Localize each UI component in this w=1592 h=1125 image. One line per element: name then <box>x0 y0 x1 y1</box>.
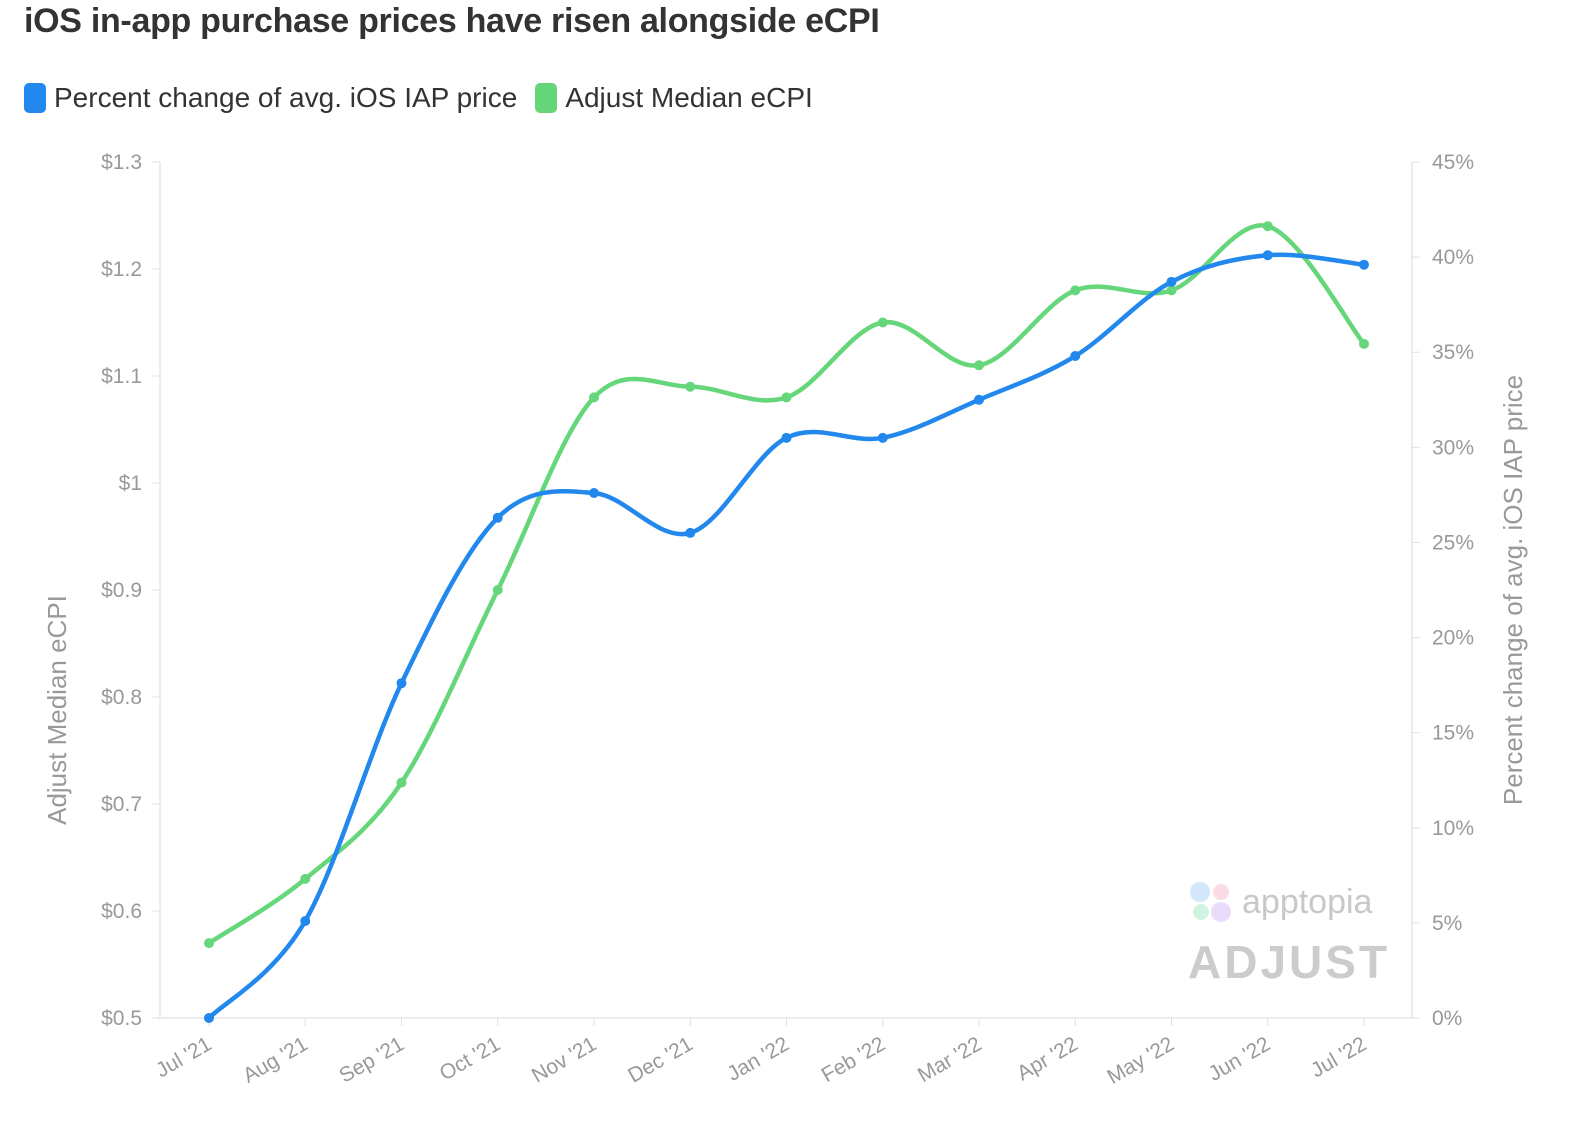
ecpi-point <box>492 585 503 595</box>
x-tick-label: Mar '22 <box>914 1032 986 1087</box>
iap-price-point <box>974 394 984 405</box>
legend-swatch <box>535 83 558 113</box>
legend-label: Percent change of avg. iOS IAP price <box>54 82 518 113</box>
x-tick-label: Feb '22 <box>818 1032 890 1087</box>
right-tick-label: 0% <box>1432 1007 1462 1030</box>
ecpi-point <box>685 381 696 392</box>
iap-price-point <box>1359 259 1369 270</box>
legend-swatch <box>24 83 46 113</box>
ecpi-point <box>1166 285 1177 296</box>
chart-title: iOS in-app purchase prices have risen al… <box>24 2 880 40</box>
x-tick-label: Jan '22 <box>723 1032 793 1085</box>
apptopia-logo: apptopia <box>1242 883 1373 921</box>
left-tick-label: $1.3 <box>101 151 142 174</box>
apptopia-logo-petal <box>1211 902 1231 922</box>
ecpi-point <box>1070 285 1081 296</box>
legend-item-iap-price[interactable]: Percent change of avg. iOS IAP price <box>24 82 517 114</box>
apptopia-logo-icon <box>1190 882 1210 902</box>
watermark: apptopia ADJUST <box>1188 882 1390 988</box>
iap-price-point <box>396 678 407 689</box>
iap-price-point <box>300 915 311 926</box>
right-tick-label: 30% <box>1432 436 1474 459</box>
ecpi-point <box>1359 338 1369 349</box>
ecpi-point <box>396 777 407 788</box>
iap-price-point <box>1262 250 1273 261</box>
apptopia-logo-petal <box>1213 884 1229 900</box>
ecpi-point <box>1262 221 1273 232</box>
left-tick-label: $0.5 <box>101 1007 142 1030</box>
right-tick-label: 5% <box>1432 912 1462 935</box>
left-tick-label: $0.9 <box>101 579 142 602</box>
right-tick-label: 35% <box>1432 341 1474 364</box>
legend: Percent change of avg. iOS IAP price Adj… <box>24 82 831 114</box>
adjust-logo: ADJUST <box>1188 936 1390 988</box>
x-tick-label: Sep '21 <box>335 1032 408 1087</box>
right-tick-label: 20% <box>1432 627 1474 650</box>
x-tick-label: Aug '21 <box>239 1032 312 1087</box>
apptopia-logo-petal <box>1193 904 1209 920</box>
right-axis-title: Percent change of avg. iOS IAP price <box>1498 375 1528 805</box>
x-tick-label: Jun '22 <box>1205 1032 1275 1085</box>
iap-price-point <box>589 487 599 498</box>
iap-price-point <box>1166 276 1177 287</box>
iap-price-point <box>492 512 503 523</box>
ecpi-point <box>974 360 984 371</box>
right-tick-label: 15% <box>1432 722 1474 745</box>
iap-price-point <box>204 1013 214 1023</box>
ecpi-point <box>781 392 792 403</box>
left-tick-label: $1.1 <box>101 365 142 388</box>
x-tick-label: Nov '21 <box>528 1032 601 1087</box>
right-tick-label: 10% <box>1432 817 1474 840</box>
right-tick-label: 25% <box>1432 531 1474 554</box>
ecpi-line <box>206 223 1367 946</box>
iap-price-line <box>206 252 1367 1021</box>
left-tick-label: $0.6 <box>101 900 142 923</box>
ecpi-point <box>300 873 311 884</box>
x-tick-label: Oct '21 <box>436 1032 505 1085</box>
right-tick-label: 45% <box>1432 151 1474 174</box>
iap-price-point <box>877 432 888 443</box>
ecpi-point <box>877 317 888 328</box>
iap-price-point <box>781 432 792 443</box>
x-tick-label: Jul '21 <box>152 1032 216 1082</box>
x-tick-label: Jul '22 <box>1307 1032 1371 1082</box>
ecpi-point <box>204 938 214 949</box>
ecpi-point <box>589 392 599 403</box>
legend-item-ecpi[interactable]: Adjust Median eCPI <box>535 82 813 114</box>
legend-label: Adjust Median eCPI <box>565 82 813 113</box>
right-tick-label: 40% <box>1432 246 1474 269</box>
x-tick-label: Apr '22 <box>1013 1032 1082 1085</box>
left-axis-title: Adjust Median eCPI <box>42 595 72 825</box>
left-tick-label: $1 <box>119 472 142 495</box>
x-tick-label: Dec '21 <box>624 1032 697 1087</box>
iap-price-point <box>1070 351 1081 362</box>
left-tick-label: $0.8 <box>101 686 142 709</box>
iap-price-point <box>685 527 696 538</box>
x-tick-label: May '22 <box>1103 1032 1178 1088</box>
left-tick-label: $0.7 <box>101 793 142 816</box>
left-tick-label: $1.2 <box>101 258 142 281</box>
